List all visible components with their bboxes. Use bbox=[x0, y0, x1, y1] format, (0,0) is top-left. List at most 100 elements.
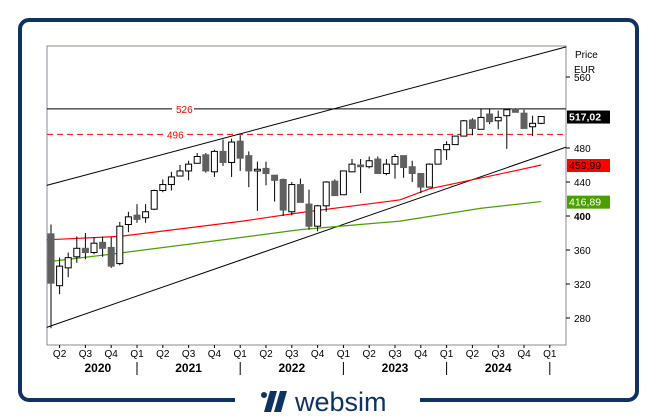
trend-channel-upper bbox=[46, 46, 567, 186]
y-tick-label: 400 bbox=[574, 212, 591, 223]
candle-bullish bbox=[425, 163, 433, 188]
logo-mark-slash-1 bbox=[264, 391, 277, 412]
year-label: 2024 bbox=[485, 361, 512, 375]
candle-bullish bbox=[537, 116, 545, 124]
ma-red-badge: 459,99 bbox=[569, 160, 601, 172]
candle-bullish bbox=[90, 242, 98, 254]
ma-red-badge-bg bbox=[567, 159, 610, 173]
candle-bullish bbox=[348, 163, 356, 173]
candle-bearish bbox=[520, 112, 528, 129]
level-label-526: 526 bbox=[176, 105, 193, 116]
candle-bearish bbox=[331, 180, 339, 197]
candle-bullish bbox=[56, 265, 64, 287]
candle-bearish bbox=[417, 173, 425, 188]
candle-bullish bbox=[288, 184, 296, 213]
candle-bullish bbox=[477, 116, 485, 130]
candle-bullish bbox=[365, 160, 373, 168]
candle-bullish bbox=[193, 156, 201, 164]
candle-bearish bbox=[81, 247, 89, 254]
candle-bullish bbox=[322, 181, 330, 207]
candle-bullish bbox=[494, 116, 502, 122]
quarter-label: Q1 bbox=[130, 349, 144, 360]
candle-bearish bbox=[47, 233, 55, 284]
year-label: 2021 bbox=[175, 361, 202, 375]
level-label-bg bbox=[172, 102, 194, 114]
year-label: 2022 bbox=[278, 361, 305, 375]
y-tick-label: 480 bbox=[574, 144, 591, 155]
candle-bearish bbox=[271, 174, 279, 181]
candle-bullish bbox=[434, 149, 442, 165]
candle-bullish bbox=[116, 225, 124, 265]
candle-bearish bbox=[400, 155, 408, 169]
level-label-bg bbox=[163, 128, 185, 140]
candle-bearish bbox=[245, 155, 253, 172]
quarter-label: Q2 bbox=[53, 349, 67, 360]
candle-bearish bbox=[305, 203, 313, 227]
candle-bullish bbox=[391, 156, 399, 165]
candle-bullish bbox=[443, 144, 451, 151]
quarter-label: Q4 bbox=[311, 349, 325, 360]
year-label: 2020 bbox=[84, 361, 111, 375]
candle-bearish bbox=[374, 158, 382, 175]
candle-bearish bbox=[202, 154, 210, 172]
quarter-label: Q3 bbox=[492, 349, 506, 360]
candle-bearish bbox=[511, 108, 519, 113]
last-price-badge: 517,02 bbox=[569, 112, 601, 124]
candle-bearish bbox=[219, 150, 227, 163]
last-price-badge-bg bbox=[567, 110, 610, 124]
candle-bullish bbox=[228, 141, 236, 163]
y-tick-label: 280 bbox=[574, 314, 591, 325]
ma-green-badge: 416,89 bbox=[569, 197, 601, 209]
quarter-label: Q3 bbox=[79, 349, 93, 360]
quarter-label: Q4 bbox=[517, 349, 531, 360]
quarter-label: Q1 bbox=[234, 349, 248, 360]
candle-bearish bbox=[107, 246, 115, 267]
quarter-label: Q2 bbox=[363, 349, 377, 360]
candle-bullish bbox=[64, 257, 72, 269]
year-label: 2023 bbox=[382, 361, 409, 375]
candle-bullish bbox=[382, 163, 390, 174]
level-label-496: 496 bbox=[167, 130, 184, 141]
logo-mark-slash-2 bbox=[274, 391, 287, 412]
candle-bullish bbox=[124, 216, 132, 226]
quarter-label: Q4 bbox=[414, 349, 428, 360]
candle-bullish bbox=[253, 168, 261, 172]
candle-bullish bbox=[142, 211, 150, 219]
candle-bearish bbox=[262, 167, 270, 174]
candle-bearish bbox=[236, 140, 244, 159]
ma-green-badge-bg bbox=[567, 195, 610, 209]
y-tick-label: 360 bbox=[574, 246, 591, 257]
candle-bearish bbox=[357, 164, 365, 168]
logo-text: websim bbox=[294, 387, 387, 417]
quarter-label: Q1 bbox=[543, 349, 557, 360]
quarter-label: Q1 bbox=[337, 349, 351, 360]
candle-bearish bbox=[133, 214, 141, 220]
y-tick-label: 560 bbox=[574, 73, 591, 84]
candle-bullish bbox=[73, 247, 81, 258]
candle-bullish bbox=[159, 184, 167, 192]
trend-channel-lower bbox=[46, 146, 567, 328]
candle-bullish bbox=[451, 135, 459, 146]
websim-logo: websim bbox=[261, 387, 387, 417]
quarter-label: Q4 bbox=[208, 349, 222, 360]
candle-bullish bbox=[460, 120, 468, 137]
quarter-label: Q3 bbox=[285, 349, 299, 360]
candle-bearish bbox=[296, 184, 304, 203]
moving-average-line-red bbox=[46, 164, 542, 241]
quarter-label: Q3 bbox=[182, 349, 196, 360]
candle-bullish bbox=[314, 205, 322, 227]
candle-bearish bbox=[279, 178, 287, 211]
axis-title: Price bbox=[575, 50, 598, 61]
candle-bullish bbox=[339, 170, 347, 196]
candle-bullish bbox=[150, 190, 158, 210]
candle-bearish bbox=[486, 113, 494, 123]
currency-label: EUR bbox=[574, 65, 595, 76]
plot-area bbox=[46, 45, 567, 346]
y-tick-label: 440 bbox=[574, 178, 591, 189]
quarter-label: Q4 bbox=[105, 349, 119, 360]
candle-bullish bbox=[529, 122, 537, 128]
candle-bearish bbox=[468, 119, 476, 129]
candle-bullish bbox=[185, 163, 193, 172]
candle-bullish bbox=[210, 150, 218, 173]
quarter-label: Q1 bbox=[440, 349, 454, 360]
